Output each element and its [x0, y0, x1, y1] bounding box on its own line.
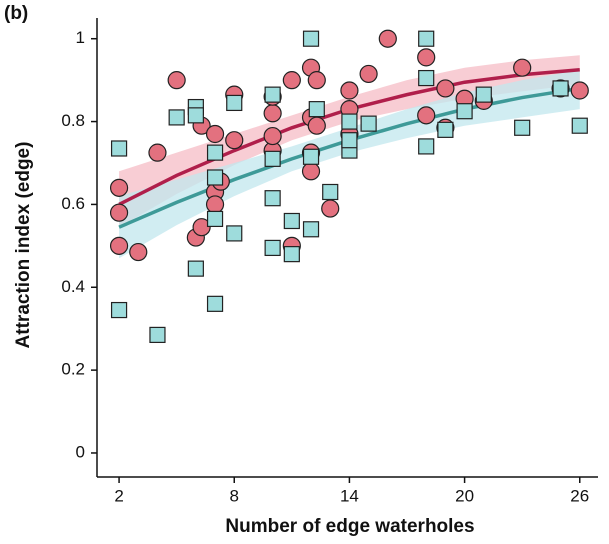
point [110, 140, 128, 157]
y-tick-label: 0.2 [61, 360, 85, 379]
point [322, 183, 339, 201]
x-tick-label: 8 [230, 486, 239, 505]
point [129, 242, 148, 262]
point [417, 106, 436, 125]
y-axis-label: Attraction index (edge) [13, 142, 34, 349]
point [168, 109, 185, 126]
point [205, 195, 225, 214]
point [456, 103, 473, 120]
point [206, 210, 224, 228]
point [418, 30, 435, 47]
x-tick-label: 26 [570, 486, 589, 505]
x-tick-label: 20 [455, 486, 474, 505]
point [307, 71, 326, 90]
point [226, 225, 243, 242]
point [109, 178, 129, 197]
point [167, 71, 186, 90]
point [206, 144, 224, 161]
point [264, 190, 281, 207]
point [264, 150, 281, 167]
point [187, 107, 204, 124]
point [341, 113, 358, 130]
point [418, 69, 435, 87]
point [552, 80, 569, 97]
point [283, 212, 300, 230]
point [302, 221, 320, 238]
point [378, 29, 397, 48]
point [301, 162, 321, 181]
point [226, 94, 243, 112]
point [263, 126, 282, 146]
point [148, 143, 167, 162]
point [307, 116, 326, 135]
point [149, 326, 166, 344]
point [282, 71, 301, 90]
y-tick-label: 0.8 [61, 111, 85, 130]
point [340, 81, 359, 100]
point [514, 119, 531, 136]
point [302, 30, 320, 47]
panel-label: (b) [4, 3, 28, 24]
point [206, 295, 224, 312]
point [308, 101, 325, 118]
x-tick-label: 2 [114, 486, 123, 505]
y-tick-label: 0.6 [61, 194, 85, 213]
point [263, 104, 282, 123]
point [110, 301, 128, 319]
point [109, 236, 129, 255]
y-tick-label: 0 [76, 442, 85, 461]
point [302, 148, 320, 165]
point [436, 79, 455, 98]
point [360, 115, 377, 132]
point [205, 124, 225, 144]
point [513, 58, 532, 77]
point [109, 203, 129, 222]
point [418, 138, 435, 155]
point [321, 199, 340, 218]
point [359, 64, 378, 84]
y-tick-label: 1 [76, 28, 85, 47]
x-tick-label: 14 [340, 486, 359, 505]
x-axis-label: Number of edge waterholes [225, 516, 474, 537]
point [341, 132, 358, 149]
point [206, 169, 224, 186]
point [264, 239, 281, 257]
y-tick-label: 0.4 [61, 277, 85, 296]
point [571, 117, 588, 134]
point [570, 81, 589, 100]
point [187, 260, 204, 277]
point [475, 86, 492, 103]
point [192, 218, 211, 237]
point [417, 48, 436, 67]
point [264, 86, 281, 103]
point [437, 121, 454, 138]
point [283, 246, 300, 263]
point [225, 131, 244, 150]
